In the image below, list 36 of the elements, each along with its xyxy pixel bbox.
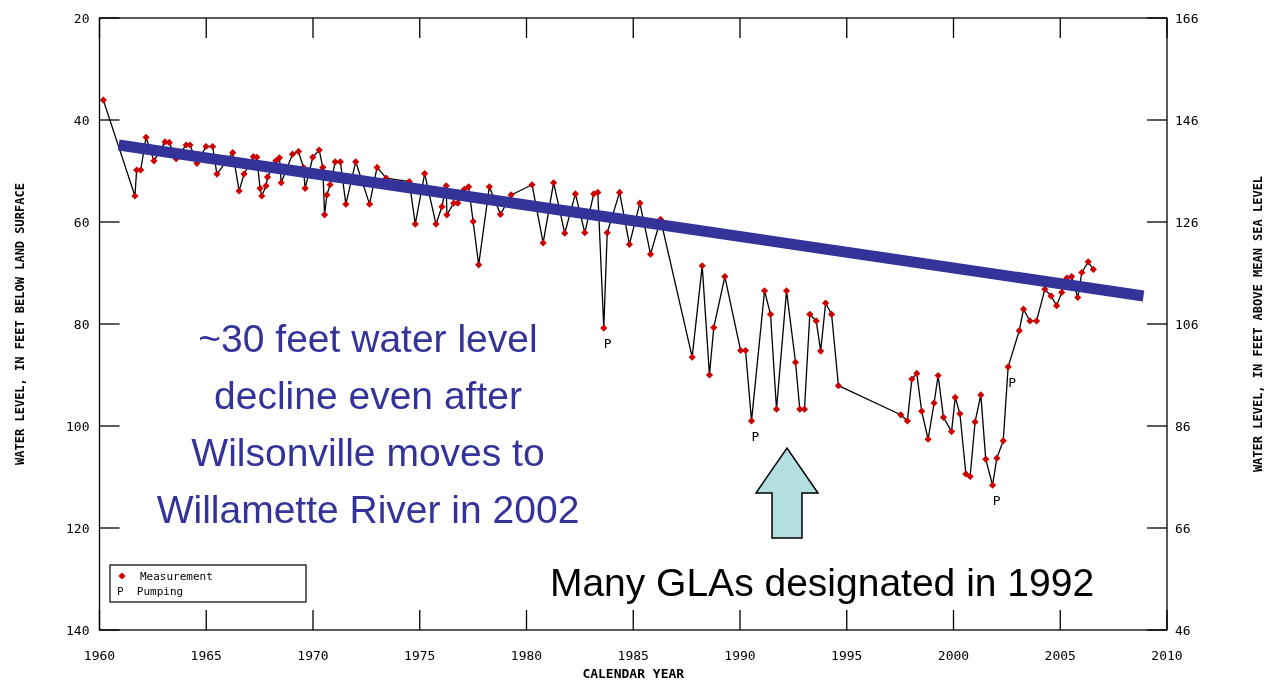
annotation: P	[1008, 374, 1017, 390]
x-tick-label: 2010	[1151, 648, 1183, 663]
y-tick-label: 120	[66, 521, 90, 536]
x-tick-label: 1990	[724, 648, 756, 663]
y2-tick-label: 126	[1175, 215, 1199, 230]
x-tick-label: 1980	[510, 648, 543, 663]
annotation: P Pumping	[117, 585, 184, 598]
annotation: Many GLAs designated in 1992	[549, 561, 1095, 604]
y-tick-label: 40	[73, 113, 90, 128]
x-tick-label: 2000	[937, 648, 970, 663]
y2-tick-label: 106	[1175, 317, 1199, 332]
x-tick-label: 1975	[404, 648, 436, 663]
y-tick-label: 60	[73, 215, 90, 230]
y-tick-label: 20	[73, 11, 90, 26]
annotation: P	[992, 493, 1001, 509]
legend-label: Measurement	[140, 570, 213, 583]
y2-axis-title: WATER LEVEL, IN FEET ABOVE MEAN SEA LEVEL	[1251, 175, 1265, 473]
x-tick-label: 1995	[831, 648, 863, 663]
x-axis-title: CALENDAR YEAR	[582, 666, 685, 681]
y2-tick-label: 146	[1175, 113, 1199, 128]
annotation: P	[603, 336, 612, 352]
y-tick-label: 100	[66, 419, 90, 434]
x-tick-label: 1960	[83, 648, 116, 663]
annotation: ~30 feet water level decline even after Wilsonville moves to Willamette River in 2002	[156, 317, 580, 531]
x-tick-label: 1985	[617, 648, 649, 663]
x-tick-label: 1970	[297, 648, 329, 663]
y-tick-label: 140	[66, 623, 90, 638]
y2-tick-label: 86	[1175, 419, 1191, 434]
annotation: P	[751, 428, 760, 444]
x-tick-label: 1965	[190, 648, 222, 663]
y2-tick-label: 66	[1175, 521, 1191, 536]
y2-tick-label: 166	[1175, 11, 1199, 26]
x-tick-label: 2005	[1044, 648, 1076, 663]
y-tick-label: 80	[73, 317, 90, 332]
y2-tick-label: 46	[1175, 623, 1191, 638]
y-axis-title: WATER LEVEL, IN FEET BELOW LAND SURFACE	[13, 183, 27, 465]
